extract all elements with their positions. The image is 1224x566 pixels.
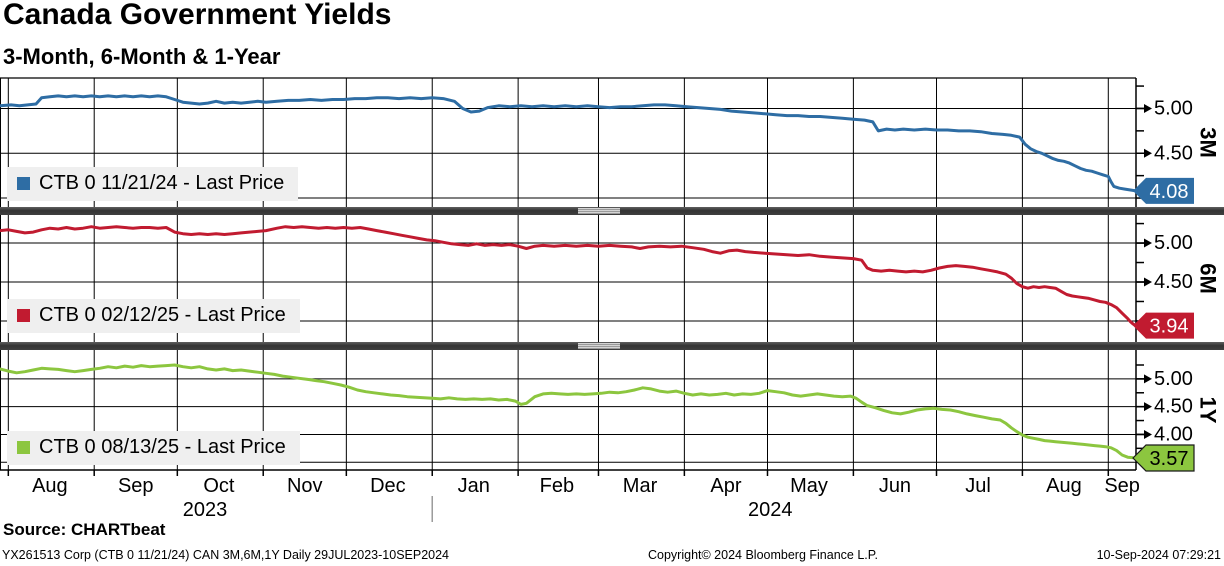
legend-swatch-3m-icon: [17, 177, 30, 190]
month-label: May: [790, 475, 828, 497]
y-tick-label: 4.50: [1154, 142, 1193, 164]
last-price-value-3m: 4.08: [1150, 181, 1189, 203]
page-subtitle: 3-Month, 6-Month & 1-Year: [3, 44, 281, 69]
page-title: Canada Government Yields: [3, 0, 392, 31]
month-label: Oct: [203, 475, 235, 497]
legend-label-3m: CTB 0 11/21/24 - Last Price: [39, 172, 285, 194]
last-price-tag-1y: [1132, 444, 1195, 472]
legend-1y: CTB 0 08/13/25 - Last Price: [7, 431, 300, 465]
legend-3m: CTB 0 11/21/24 - Last Price: [7, 167, 299, 201]
month-label: Apr: [710, 475, 741, 497]
year-label: 2024: [748, 499, 793, 521]
y-tick-label: 4.50: [1154, 271, 1193, 293]
legend-label-1y: CTB 0 08/13/25 - Last Price: [39, 436, 286, 458]
panel-separator-2[interactable]: [0, 342, 1224, 350]
month-label: Aug: [32, 475, 68, 497]
month-label: Jan: [458, 475, 490, 497]
x-axis: Aug Sep Oct Nov Dec Jan Feb Mar Apr May Jun Jul Aug S…: [0, 469, 1140, 522]
footer-bar: YX261513 Corp (CTB 0 11/21/24) CAN 3M,6M…: [0, 548, 1224, 564]
y-tick-label: 4.50: [1154, 396, 1193, 418]
timestamp: 10-Sep-2024 07:29:21: [1096, 548, 1221, 562]
panel-side-label-3m: 3M: [1196, 127, 1221, 158]
year-label: 2023: [183, 499, 228, 521]
month-label: Nov: [287, 475, 323, 497]
tick-arrow-icon: [1144, 374, 1152, 384]
tick-arrow-icon: [1144, 148, 1152, 158]
source-label: Source: CHARTbeat: [3, 520, 166, 539]
month-label: Sep: [118, 475, 154, 497]
month-label: Aug: [1046, 475, 1082, 497]
month-label: Jun: [879, 475, 911, 497]
tick-arrow-icon: [1144, 402, 1152, 412]
last-price-value-6m: 3.94: [1150, 316, 1189, 338]
month-label: Jul: [965, 475, 991, 497]
tick-arrow-icon: [1144, 429, 1152, 439]
y-tick-label: 5.00: [1154, 368, 1193, 390]
month-label: Dec: [370, 475, 406, 497]
last-price-tag-3m: [1133, 177, 1194, 204]
month-label: Sep: [1104, 475, 1140, 497]
panel-side-label-6m: 6M: [1196, 263, 1221, 294]
security-info: YX261513 Corp (CTB 0 11/21/24) CAN 3M,6M…: [2, 548, 450, 562]
panel-separator-1[interactable]: [0, 207, 1224, 215]
legend-swatch-1y-icon: [17, 441, 30, 454]
y-tick-label: 5.00: [1154, 97, 1193, 119]
panel-side-label-1y: 1Y: [1196, 397, 1221, 424]
legend-swatch-6m-icon: [17, 309, 30, 322]
tick-arrow-icon: [1144, 103, 1152, 113]
legend-6m: CTB 0 02/12/25 - Last Price: [7, 299, 300, 333]
copyright-notice: Copyright© 2024 Bloomberg Finance L.P.: [648, 548, 878, 562]
last-price-value-1y: 3.57: [1150, 448, 1189, 470]
tick-arrow-icon: [1144, 238, 1152, 248]
month-label: Feb: [540, 475, 574, 497]
separator-drag-handle-icon[interactable]: [578, 208, 620, 214]
last-price-tag-6m: [1133, 312, 1194, 339]
month-label: Mar: [623, 475, 658, 497]
legend-label-6m: CTB 0 02/12/25 - Last Price: [39, 304, 286, 326]
separator-drag-handle-icon[interactable]: [578, 343, 620, 349]
y-tick-label: 4.00: [1154, 423, 1193, 445]
tick-arrow-icon: [1144, 277, 1152, 287]
y-tick-label: 5.00: [1154, 232, 1193, 254]
